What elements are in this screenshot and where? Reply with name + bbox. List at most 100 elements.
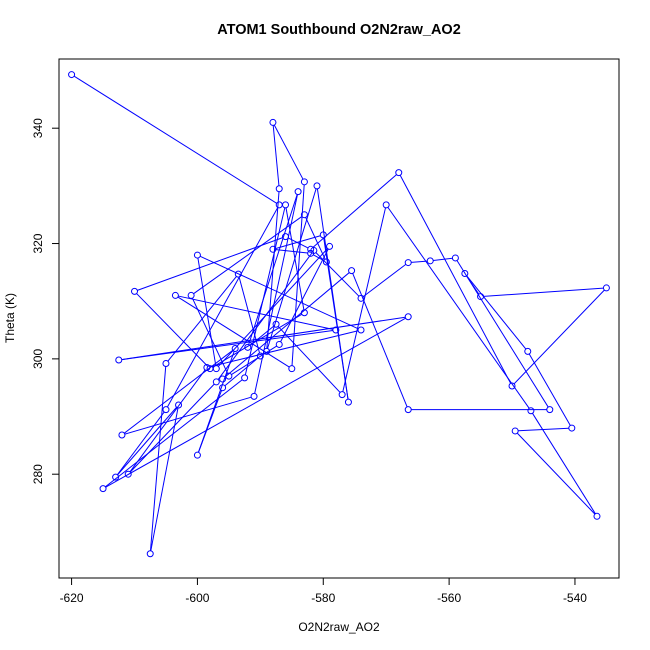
data-point: [382, 201, 390, 209]
data-point: [338, 391, 346, 399]
series-segment: [124, 349, 234, 434]
data-point: [451, 254, 459, 262]
data-point: [404, 313, 412, 321]
series-segment: [483, 287, 604, 297]
data-point: [477, 293, 485, 301]
data-point: [244, 343, 252, 351]
x-tick-label: -620: [60, 591, 84, 605]
series-segment: [433, 257, 453, 261]
data-point: [511, 427, 519, 435]
data-point: [118, 431, 126, 439]
series-segment: [124, 396, 252, 435]
series-segment: [312, 174, 397, 248]
series-segment: [121, 329, 333, 361]
data-point: [546, 406, 554, 414]
data-point: [300, 178, 308, 186]
data-point: [175, 401, 183, 409]
data-point: [241, 374, 249, 382]
data-point: [231, 344, 239, 352]
x-axis: -620 -600 -580 -560 -540: [60, 578, 587, 605]
series-segment: [277, 326, 341, 393]
data-point: [300, 309, 308, 317]
x-tick-label: -600: [185, 591, 209, 605]
data-point: [282, 201, 290, 209]
data-point: [282, 233, 290, 241]
series-segment: [197, 351, 235, 453]
series-segment: [456, 260, 549, 408]
series-segment: [411, 260, 428, 263]
data-point: [319, 231, 327, 239]
data-point: [250, 392, 258, 400]
y-axis: 280 300 320 340: [31, 118, 59, 484]
data-point: [275, 201, 283, 209]
data-point: [263, 347, 271, 355]
data-point: [395, 169, 403, 177]
data-point: [68, 71, 76, 79]
data-point: [212, 378, 220, 386]
series-segment: [266, 191, 280, 349]
data-point: [404, 406, 412, 414]
data-point: [115, 356, 123, 364]
series-segment: [149, 366, 167, 551]
series-segment: [117, 406, 177, 476]
y-tick-label: 280: [31, 464, 45, 484]
series-segment: [217, 248, 328, 367]
series-segment: [315, 252, 360, 297]
series-segment: [129, 369, 206, 473]
series-segment: [466, 275, 527, 350]
data-point: [219, 384, 227, 392]
y-tick-label: 320: [31, 233, 45, 253]
series-segment: [150, 407, 179, 551]
series-segment: [305, 217, 326, 260]
data-point: [162, 359, 170, 367]
series-segment: [217, 252, 313, 380]
data-point: [602, 284, 610, 292]
series-segment: [275, 249, 308, 254]
series-segment: [532, 413, 596, 515]
series-segment: [224, 357, 259, 387]
series-segment: [191, 297, 229, 374]
data-point: [344, 398, 352, 406]
series-segment: [117, 411, 165, 475]
series-segment: [105, 379, 243, 488]
data-point: [357, 294, 365, 302]
data-point: [256, 352, 264, 360]
data-point: [313, 182, 321, 190]
data-point: [112, 473, 120, 481]
series-segment: [73, 75, 277, 204]
data-point: [269, 245, 277, 253]
series-segment: [129, 383, 215, 473]
data-point: [348, 267, 356, 275]
series-segment: [272, 125, 280, 186]
data-point: [508, 382, 516, 390]
series-segment: [267, 188, 317, 349]
data-point: [225, 372, 233, 380]
series-segment: [224, 272, 350, 378]
x-tick-label: -540: [563, 591, 587, 605]
data-point: [326, 242, 334, 250]
series-segment: [137, 237, 283, 291]
data-point: [404, 259, 412, 267]
series-segment: [528, 353, 571, 426]
series-segment: [254, 194, 298, 394]
x-axis-label: O2N2raw_AO2: [298, 620, 380, 634]
data-point: [275, 340, 283, 348]
data-point: [171, 291, 179, 299]
data-point: [568, 424, 576, 432]
data-point: [357, 326, 365, 334]
series-segment: [105, 317, 406, 488]
series-segment: [516, 432, 596, 515]
series-segment: [291, 184, 305, 366]
data-point: [524, 347, 532, 355]
series-segment: [121, 316, 406, 361]
series-segment: [178, 295, 334, 330]
data-point: [219, 375, 227, 383]
series-segment: [280, 248, 329, 343]
plot-frame: [58, 58, 620, 579]
data-point: [146, 550, 154, 558]
series-segment: [197, 257, 217, 366]
y-tick-label: 300: [31, 349, 45, 369]
data-point: [193, 251, 201, 259]
series-segment: [177, 296, 290, 368]
